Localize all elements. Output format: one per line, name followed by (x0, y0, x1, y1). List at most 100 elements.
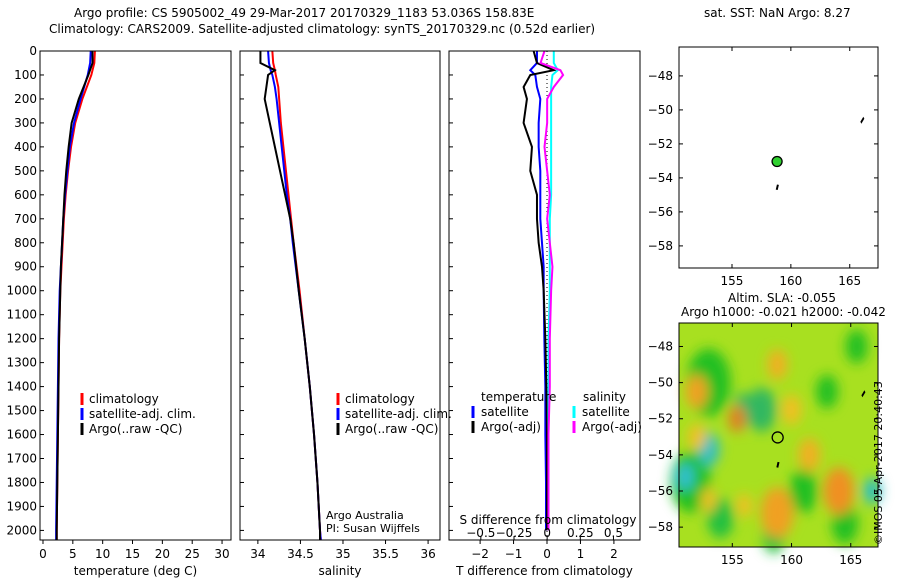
map-y-tick-label: −48 (648, 69, 673, 83)
map-y-tick-label: −56 (648, 484, 673, 498)
x-tick-label: 15 (125, 547, 140, 561)
series-line-satellite-adj-clim- (267, 50, 322, 541)
argo-position-marker (771, 431, 784, 444)
sla-anomaly (687, 423, 706, 451)
sla-anomaly (736, 493, 752, 518)
y-tick-label: 200 (14, 92, 37, 106)
legend-label: satellite-adj. clim. (89, 407, 196, 421)
legend-label: Argo(..raw -QC) (89, 422, 182, 436)
map-frame (678, 46, 879, 269)
x-tick-label: 0 (39, 547, 47, 561)
x-tick-label: 1 (577, 547, 585, 561)
x-tick-label: 25 (185, 547, 200, 561)
x-tick-label: −2 (471, 547, 489, 561)
map1-title: sat. SST: NaN Argo: 8.27 (704, 6, 851, 20)
y-tick-label: 1100 (6, 308, 37, 322)
x-tick-label: 10 (95, 547, 110, 561)
x2-axis-label: S difference from climatology (460, 513, 637, 527)
sla-anomaly (760, 487, 794, 539)
y-tick-label: 700 (14, 212, 37, 226)
map-y-tick-label: −58 (648, 520, 673, 534)
macquarie-island-icon (775, 184, 779, 191)
x-tick-label: 30 (214, 547, 229, 561)
legend-label: satellite-adj. clim. (345, 407, 452, 421)
sla-anomaly (747, 387, 777, 432)
series-line-satellite-adj-clim- (55, 50, 92, 540)
plot-frame (448, 50, 641, 541)
x2-tick-label: 0.25 (567, 526, 594, 540)
credit-argo-australia: Argo Australia (326, 509, 404, 522)
sla-field (671, 329, 881, 554)
series-line-argo-raw-qc- (259, 51, 321, 540)
island-icon (860, 116, 865, 124)
series-line-t-argo-adj- (522, 50, 558, 531)
y-tick-label: 500 (14, 164, 37, 178)
map-y-tick-label: −50 (648, 376, 673, 390)
sla-anomaly (798, 437, 821, 472)
sla-anomaly (700, 488, 717, 512)
legend-label: Argo(-adj) (582, 420, 642, 434)
legend-label: climatology (89, 392, 159, 406)
legend-title-temperature: temperature (481, 390, 556, 404)
x-tick-label: 5 (69, 547, 77, 561)
map-x-tick-label: 155 (721, 274, 744, 288)
x-tick-label: 34.5 (287, 547, 314, 561)
legend-label: Argo(-adj) (481, 420, 541, 434)
y-tick-label: 1000 (6, 284, 37, 298)
map-y-tick-label: −48 (648, 339, 673, 353)
title-line-1: Argo profile: CS 5905002_49 29-Mar-2017 … (74, 6, 535, 20)
y-tick-label: 100 (14, 68, 37, 82)
x2-tick-label: 0 (543, 526, 551, 540)
x-tick-label: 34 (250, 547, 265, 561)
legend-label: satellite (481, 405, 529, 419)
sla-anomaly (685, 374, 708, 409)
map-y-tick-label: −54 (648, 448, 673, 462)
plot-frame (39, 50, 232, 541)
legend-label: satellite (582, 405, 630, 419)
legend-label: Argo(..raw -QC) (345, 422, 438, 436)
sla-anomaly (728, 405, 746, 433)
x2-tick-label: 0.5 (604, 526, 623, 540)
x-axis-label: temperature (deg C) (74, 564, 197, 578)
map-x-tick-label: 160 (780, 553, 803, 567)
sla-anomaly (863, 477, 881, 505)
sla-anomaly (823, 467, 855, 515)
y-tick-label: 1500 (6, 404, 37, 418)
legend-title-salinity: salinity (583, 390, 626, 404)
x-tick-label: 20 (155, 547, 170, 561)
x-tick-label: 0 (543, 547, 551, 561)
credit-pi: PI: Susan Wijffels (326, 522, 420, 535)
map-y-tick-label: −56 (648, 205, 673, 219)
x-tick-label: 36 (420, 547, 435, 561)
y-tick-label: 1300 (6, 356, 37, 370)
sla-anomaly (816, 374, 839, 409)
y-tick-label: 2000 (6, 523, 37, 537)
sla-anomaly (845, 329, 868, 364)
argo-position-marker (771, 155, 783, 168)
y-tick-label: 900 (14, 260, 37, 274)
y-tick-label: 300 (14, 116, 37, 130)
y-tick-label: 1200 (6, 332, 37, 346)
y-tick-label: 1900 (6, 499, 37, 513)
series-line-s-argo-adj- (539, 50, 565, 531)
x-tick-label: 35.5 (372, 547, 399, 561)
y-tick-label: 0 (29, 44, 37, 58)
x-axis-label: salinity (318, 564, 361, 578)
y-tick-label: 1700 (6, 452, 37, 466)
y-tick-label: 600 (14, 188, 37, 202)
map-x-tick-label: 155 (721, 553, 744, 567)
macquarie-island-icon (776, 461, 780, 468)
title-line-2: Climatology: CARS2009. Satellite-adjuste… (49, 22, 596, 36)
series-line-t-satellite (528, 51, 548, 531)
map-x-tick-label: 165 (838, 274, 861, 288)
y-tick-label: 1600 (6, 428, 37, 442)
map-y-tick-label: −54 (648, 171, 673, 185)
sla-anomaly (676, 462, 694, 491)
map-y-tick-label: −50 (648, 103, 673, 117)
sla-anomaly (767, 349, 788, 380)
x2-tick-label: −0.5 (466, 526, 495, 540)
x2-tick-label: −0.25 (496, 526, 533, 540)
imos-credit: ©IMOS 05-Apr-2017 20:40:43 (872, 381, 885, 545)
series-line-s-satellite (547, 51, 560, 531)
